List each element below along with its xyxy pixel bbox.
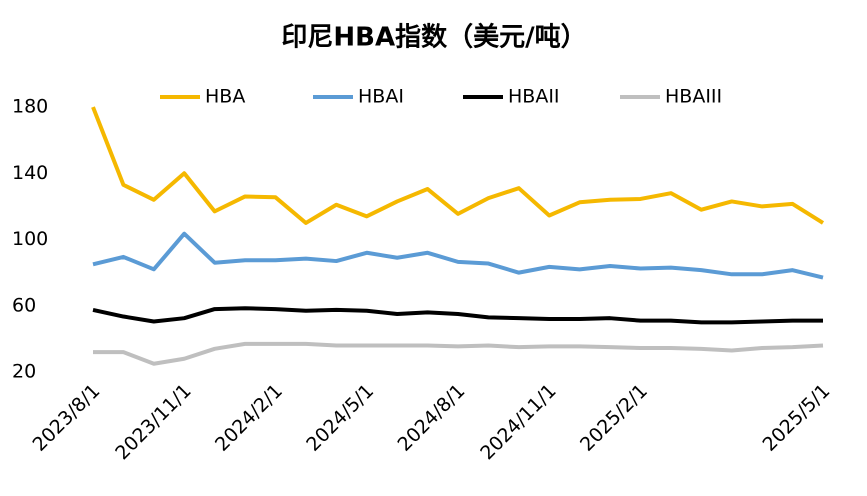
y-tick-label: 20 <box>12 361 36 383</box>
legend-label: HBAIII <box>665 86 722 108</box>
x-tick-label: 2024/8/1 <box>394 380 470 456</box>
x-tick-label: 2024/11/1 <box>476 380 560 464</box>
chart-title: 印尼HBA指数（美元/吨） <box>281 22 586 53</box>
legend-label: HBAI <box>358 86 404 108</box>
x-tick-label: 2023/8/1 <box>29 380 105 456</box>
series-line <box>93 341 824 366</box>
y-tick-label: 140 <box>12 162 48 184</box>
x-tick-label: 2024/5/1 <box>302 380 378 456</box>
legend-label: HBAII <box>508 86 560 108</box>
x-tick-label: 2025/5/1 <box>759 380 835 456</box>
series-line <box>91 106 825 225</box>
series-line <box>92 306 823 325</box>
x-tick-label: 2023/11/1 <box>111 380 195 464</box>
x-tick-label: 2024/2/1 <box>211 380 287 456</box>
series-line <box>92 231 824 280</box>
x-tick-label: 2025/2/1 <box>576 380 652 456</box>
y-tick-label: 60 <box>12 294 36 316</box>
legend-label: HBA <box>205 86 245 108</box>
y-tick-label: 180 <box>12 96 48 118</box>
y-tick-label: 100 <box>12 228 48 250</box>
